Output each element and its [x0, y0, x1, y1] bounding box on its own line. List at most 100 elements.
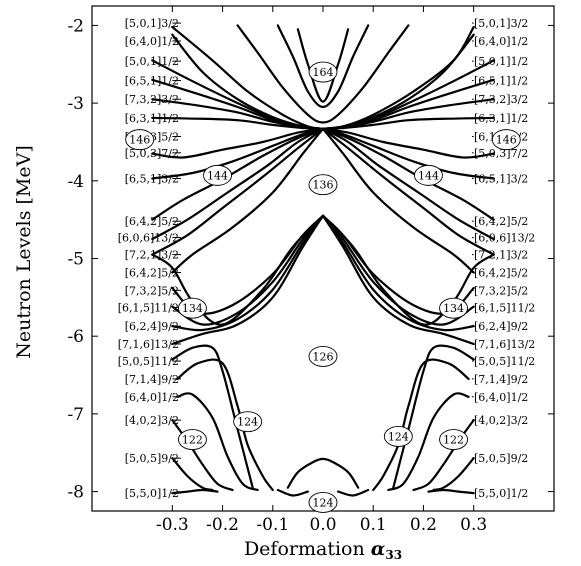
- level-curve-48: [432, 457, 475, 492]
- magic-number-ellipse: [383, 425, 413, 447]
- orbital-label-right: [6,1,5]11/2: [474, 301, 535, 314]
- orbital-label-leaders: [172, 22, 474, 494]
- level-curve-47: [412, 419, 475, 492]
- y-axis-label: Neutron Levels [MeV]: [13, 145, 35, 359]
- orbital-label-left: [7,3,2]3/2: [125, 93, 179, 106]
- orbital-labels-left: [5,0,1]3/2 [6,4,0]1/2 [5,0,1]1/2 [6,5,1]1/2…: [118, 17, 179, 500]
- x-tick-label: 0.2: [410, 515, 437, 535]
- orbital-label-left: [5,5,0]1/2: [125, 487, 179, 500]
- level-curve-35: [321, 214, 475, 332]
- level-curve-20: [321, 127, 495, 180]
- level-curve-41: [171, 419, 234, 492]
- magic-number-ellipse: [203, 164, 232, 186]
- level-curve-49: [427, 488, 475, 495]
- orbital-label-right: [5,0,5]9/2: [474, 452, 528, 465]
- magic-number-ellipse: [308, 492, 338, 513]
- magic-number-ellipse: [125, 129, 155, 151]
- y-tick-label: -6: [67, 327, 84, 347]
- magic-number-ellipse: [491, 129, 521, 151]
- orbital-label-left: [7,1,6]13/2: [118, 338, 179, 351]
- magic-number-ellipse: [177, 297, 207, 319]
- orbital-label-left: [5,0,3]7/2: [125, 147, 179, 160]
- orbital-label-right: [7,1,6]13/2: [474, 338, 535, 351]
- magic-number-label: 146: [496, 134, 517, 147]
- level-curve-37: [321, 214, 495, 326]
- level-curve-27: [236, 24, 410, 124]
- orbital-label-right: [6,5,1]1/2: [474, 75, 528, 88]
- level-curve-11: [151, 127, 325, 256]
- orbital-label-right: [7,2,1]3/2: [474, 249, 528, 262]
- orbital-label-left: [5,0,1]1/2: [125, 55, 179, 68]
- y-tick-label: -5: [67, 250, 84, 270]
- level-curve-21: [321, 127, 495, 221]
- orbital-label-left: [7,2,1]3/2: [125, 249, 179, 262]
- level-curve-36: [321, 214, 475, 346]
- level-curve-6: [151, 116, 325, 130]
- magic-number-label: 144: [418, 169, 439, 182]
- x-tick-label: -0.3: [156, 515, 189, 535]
- magic-number-ellipse: [414, 164, 443, 186]
- level-curve-24: [321, 127, 475, 274]
- orbital-label-left: [6,4,2]5/2: [125, 266, 179, 279]
- orbital-label-left: [5,0,5]11/2: [118, 355, 179, 368]
- orbital-label-right: [5,0,1]1/2: [474, 55, 528, 68]
- orbital-label-right: [6,3,1]1/2: [474, 112, 528, 125]
- level-curve-30: [171, 214, 325, 332]
- level-curve-31: [171, 214, 325, 346]
- orbital-label-right: [6,4,0]1/2: [474, 391, 528, 404]
- level-curve-23: [321, 127, 495, 256]
- level-curve-50: [286, 457, 360, 489]
- orbital-label-right: [5,5,0]1/2: [474, 487, 528, 500]
- magic-number-ellipse: [233, 411, 263, 433]
- level-curve-51: [276, 488, 309, 497]
- x-axis-label: Deformation α33: [244, 538, 402, 562]
- orbital-label-left: [5,0,5]9/2: [125, 452, 179, 465]
- x-tick-label: 0.1: [360, 515, 387, 535]
- orbital-label-left: [7,3,2]5/2: [125, 284, 179, 297]
- magic-number-label: 134: [443, 302, 464, 315]
- level-curve-39: [176, 358, 274, 492]
- orbital-label-right: [6,4,0]1/2: [474, 35, 528, 48]
- orbital-label-right: [7,3,2]3/2: [474, 93, 528, 106]
- orbital-label-right: [6,4,2]5/2: [474, 215, 528, 228]
- level-curve-26: [276, 24, 370, 109]
- magic-number-label: 136: [313, 179, 334, 192]
- x-axis-label-symbol: α: [371, 538, 386, 560]
- orbital-label-right: [4,0,2]3/2: [474, 414, 528, 427]
- orbital-label-left: [6,3,1]1/2: [125, 112, 179, 125]
- orbital-label-left: [6,4,0]1/2: [125, 391, 179, 404]
- orbital-label-right: [6,4,2]5/2: [474, 266, 528, 279]
- level-curve-22: [321, 127, 495, 241]
- x-axis-ticks: -0.3 -0.2 -0.1 0.0 0.1 0.2 0.3: [156, 6, 487, 535]
- orbital-label-right: [6,0,6]13/2: [474, 232, 535, 245]
- magic-number-ellipse: [308, 174, 338, 196]
- level-curve-19: [321, 127, 495, 159]
- level-curve-12: [171, 127, 325, 274]
- magic-number-ellipse: [308, 61, 338, 83]
- orbital-label-left: [6,2,4]9/2: [125, 320, 179, 333]
- magic-number-ellipse: [177, 429, 207, 450]
- y-tick-label: -7: [67, 405, 84, 425]
- magic-number-label: 122: [182, 434, 203, 447]
- y-tick-label: -2: [67, 16, 84, 36]
- orbital-label-right: [6,2,4]9/2: [474, 320, 528, 333]
- x-tick-label: -0.1: [256, 515, 289, 535]
- orbital-label-right: [7,1,4]9/2: [474, 373, 528, 386]
- orbital-labels-right: [5,0,1]3/2 [6,4,0]1/2 [5,0,1]1/2 [6,5,1]1/2…: [474, 17, 535, 500]
- magic-number-label: 124: [388, 430, 409, 443]
- orbital-label-left: [6,4,2]5/2: [125, 215, 179, 228]
- level-curve-32: [151, 214, 325, 326]
- x-tick-label: 0.0: [309, 515, 336, 535]
- level-curve-45: [372, 358, 470, 492]
- x-tick-label: 0.3: [460, 515, 487, 535]
- magic-number-label: 124: [313, 496, 334, 509]
- level-curve-34: [321, 214, 475, 326]
- level-curves: [151, 24, 495, 497]
- level-curve-25: [296, 28, 350, 103]
- x-axis-label-subscript: 33: [385, 548, 402, 562]
- magic-number-label: 122: [443, 434, 464, 447]
- magic-number-label: 146: [129, 134, 150, 147]
- orbital-label-left: [7,1,4]9/2: [125, 373, 179, 386]
- magic-number-ellipse: [439, 297, 469, 319]
